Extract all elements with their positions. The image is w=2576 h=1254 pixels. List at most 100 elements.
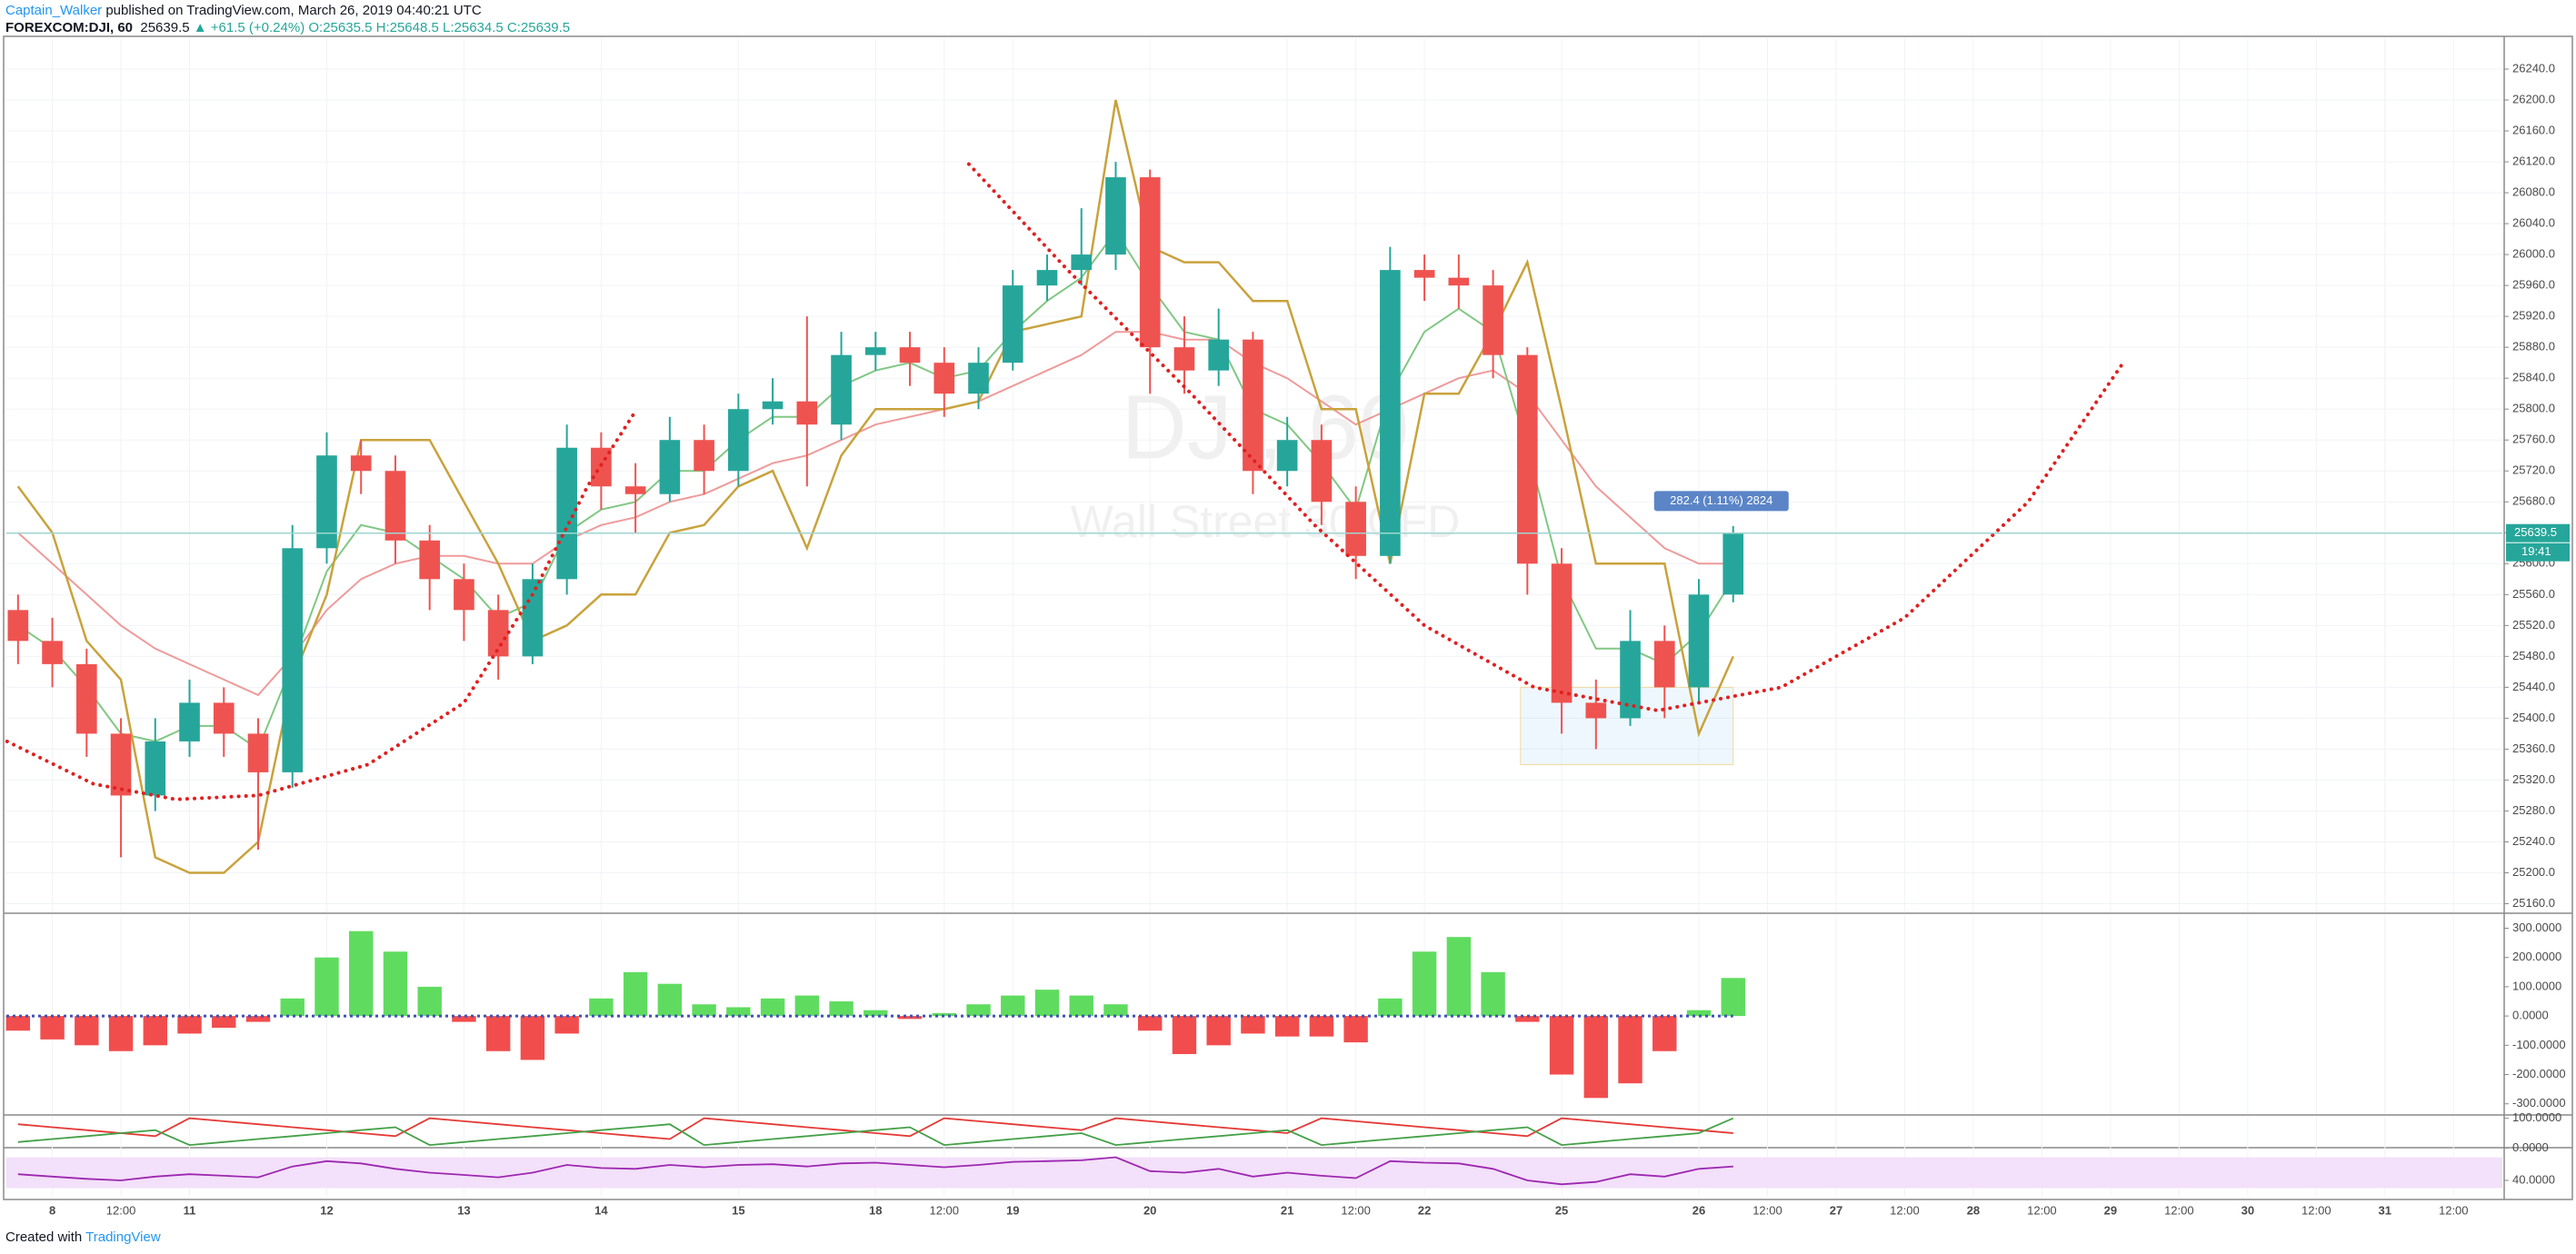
histogram-bar (520, 1016, 545, 1060)
last-price-label: 25639.5 (2514, 525, 2557, 539)
y-tick-label: 25840.0 (2512, 371, 2555, 384)
candle-body (899, 347, 921, 363)
candle-body (75, 663, 97, 734)
candle-body (213, 702, 235, 734)
histogram-bar (383, 951, 408, 1017)
measure-label: 282.4 (1.11%) 2824 (1670, 493, 1772, 507)
histogram-bar (1103, 1004, 1128, 1017)
y-tick-label: 200.0000 (2512, 950, 2561, 963)
candle-body (694, 440, 714, 472)
histogram-bar (1137, 1016, 1163, 1031)
overlay-line (17, 229, 1734, 751)
histogram-bar (1515, 1016, 1540, 1022)
histogram-bar (280, 998, 305, 1017)
histogram-bar (760, 998, 785, 1017)
y-tick-label: 25280.0 (2512, 803, 2555, 817)
x-tick-label: 15 (732, 1203, 744, 1217)
histogram-bar (1172, 1016, 1197, 1054)
footer: Created with TradingView (5, 1229, 161, 1245)
candle-body (454, 579, 474, 611)
y-tick-label: 26240.0 (2512, 61, 2555, 75)
histogram-bar (212, 1016, 236, 1028)
candle-body (1688, 594, 1710, 688)
band (6, 1157, 2502, 1189)
histogram-bar (1481, 971, 1505, 1017)
histogram-bar (1241, 1016, 1265, 1034)
histogram-bar (40, 1016, 65, 1040)
histogram-bar (1686, 1010, 1712, 1017)
candle-body (659, 440, 681, 494)
x-tick-label: 18 (869, 1203, 882, 1217)
x-tick-label: 12:00 (2439, 1203, 2469, 1217)
histogram-bar (108, 1016, 134, 1051)
x-tick-label: 12:00 (2301, 1203, 2331, 1217)
candle-body (1276, 440, 1298, 472)
x-tick-label: 22 (1418, 1203, 1431, 1217)
y-tick-label: -300.0000 (2512, 1096, 2566, 1110)
histogram-bar (829, 1001, 854, 1017)
frame (3, 35, 2573, 1200)
x-tick-label: 12:00 (106, 1203, 136, 1217)
histogram-bar (1274, 1016, 1300, 1037)
x-tick-label: 12 (320, 1203, 333, 1217)
candle-body (556, 447, 577, 580)
last: 25639.5 (140, 20, 190, 35)
candle-body (316, 455, 337, 549)
y-tick-label: 25320.0 (2512, 772, 2555, 786)
y-tick-label: 26080.0 (2512, 185, 2555, 199)
candle-body (1243, 339, 1263, 472)
series-line (17, 1117, 1734, 1147)
x-tick-label: 13 (457, 1203, 470, 1217)
y-tick-label: 25440.0 (2512, 680, 2555, 693)
candle-body (1036, 270, 1058, 286)
histogram-bar (1069, 995, 1093, 1017)
candle-body (350, 455, 372, 472)
y-tick-label: 300.0000 (2512, 921, 2561, 934)
x-tick-label: 14 (594, 1203, 608, 1217)
histogram-bar (452, 1016, 476, 1022)
footer-brand[interactable]: TradingView (85, 1229, 161, 1245)
x-tick-label: 12:00 (1752, 1203, 1782, 1217)
histogram-bar (485, 1016, 511, 1051)
y-tick-label: 0.0000 (2512, 1009, 2549, 1022)
y-tick-label: 25680.0 (2512, 494, 2555, 508)
candle-body (1311, 440, 1333, 503)
x-tick-label: 19 (1006, 1203, 1019, 1217)
close: C:25639.5 (506, 20, 571, 35)
candle-body (762, 401, 784, 410)
candle-body (934, 363, 955, 394)
x-tick-label: 27 (1830, 1203, 1842, 1217)
histogram-bar (726, 1007, 751, 1017)
x-tick-label: 31 (2379, 1203, 2391, 1217)
y-tick-label: 40.0000 (2512, 1172, 2555, 1186)
histogram-bar (349, 931, 374, 1017)
author[interactable]: Captain_Walker (5, 3, 103, 18)
change: ▲ +61.5 (+0.24%) (193, 20, 305, 35)
y-tick-label: 25200.0 (2512, 865, 2555, 879)
candle-body (1483, 285, 1503, 355)
histogram-bar (1446, 937, 1472, 1017)
y-tick-label: 25960.0 (2512, 278, 2555, 292)
histogram-bar (315, 957, 339, 1017)
candle-body (1105, 177, 1126, 255)
candle-body (522, 579, 544, 657)
histogram-bar (864, 1010, 888, 1017)
x-tick-label: 12:00 (2164, 1203, 2194, 1217)
candle-body (42, 641, 63, 664)
x-tick-label: 12:00 (929, 1203, 959, 1217)
header-line-1: Captain_Walker published on TradingView.… (5, 2, 570, 19)
low: L:25634.5 (443, 20, 504, 35)
y-tick-label: 26200.0 (2512, 92, 2555, 105)
candle-body (487, 610, 509, 657)
y-tick-label: 25720.0 (2512, 463, 2555, 477)
published: published on TradingView.com, March 26, … (105, 3, 482, 18)
y-tick-label: 25240.0 (2512, 834, 2555, 848)
y-tick-label: 26160.0 (2512, 123, 2555, 136)
candle-body (1345, 502, 1366, 556)
candle-body (796, 401, 818, 425)
candle-body (1551, 563, 1573, 703)
candle-body (1722, 532, 1744, 595)
x-tick-label: 26 (1692, 1203, 1705, 1217)
histogram-bar (1034, 990, 1060, 1017)
